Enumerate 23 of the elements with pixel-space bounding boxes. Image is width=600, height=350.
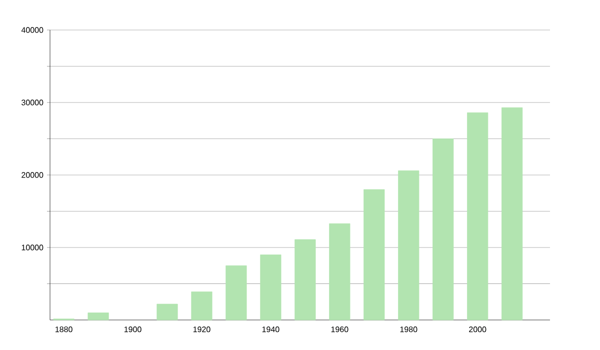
bar (398, 170, 420, 320)
bar (364, 189, 385, 320)
x-tick-label: 1900 (124, 326, 142, 332)
bar (467, 112, 488, 320)
x-tick-label: 1920 (193, 326, 210, 332)
y-tick-label: 40000 (21, 27, 44, 33)
x-tick-label: 1960 (331, 326, 348, 332)
x-tick-label: 1880 (56, 326, 72, 332)
x-tick-label: 1980 (400, 326, 418, 332)
bar (156, 304, 178, 320)
y-tick-label: 10000 (22, 244, 44, 250)
bar (226, 265, 247, 320)
bar (432, 138, 454, 320)
x-tick-label: 2000 (469, 326, 486, 332)
bar (260, 254, 282, 320)
bar (329, 223, 350, 320)
bar (294, 239, 316, 320)
x-tick-label: 1940 (262, 326, 280, 332)
y-tick-label: 20000 (22, 172, 44, 178)
bar (191, 292, 212, 320)
bar (502, 107, 523, 320)
y-tick-label: 30000 (22, 100, 44, 106)
bar (88, 312, 109, 320)
